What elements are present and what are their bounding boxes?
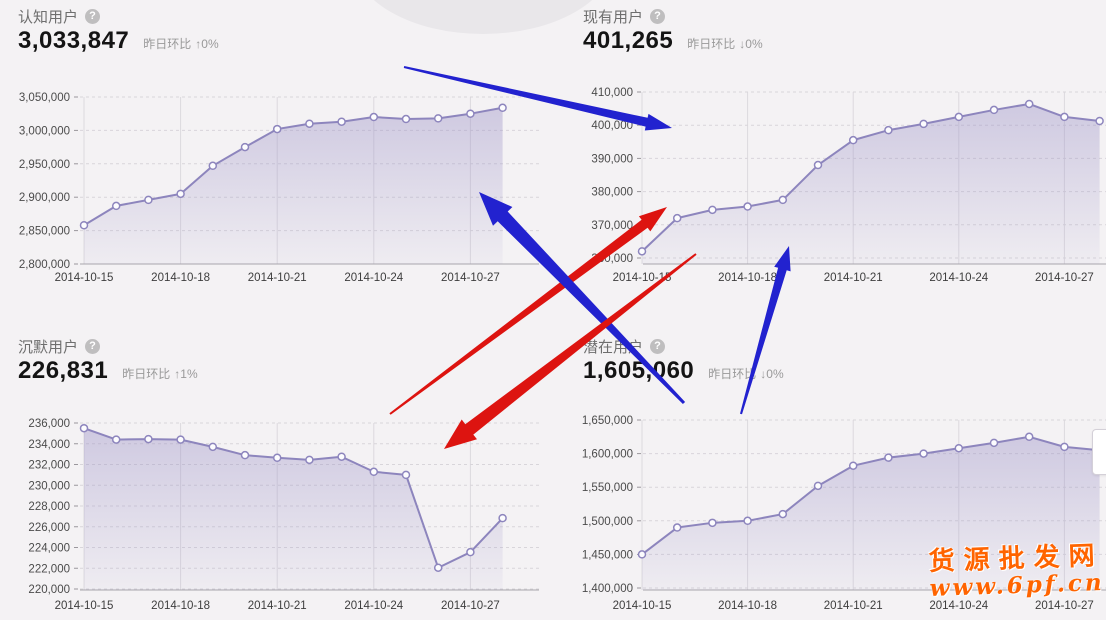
svg-text:400,000: 400,000 xyxy=(591,120,633,132)
compare-delta: ↑0% xyxy=(195,37,219,51)
help-icon[interactable]: ? xyxy=(650,9,666,24)
metric-value: 401,265 xyxy=(583,27,674,54)
svg-text:2014-10-18: 2014-10-18 xyxy=(151,600,210,612)
svg-text:228,000: 228,000 xyxy=(28,501,70,513)
svg-text:380,000: 380,000 xyxy=(591,187,633,199)
chart-existing-users[interactable]: 2014-10-15 2014-10-18 2014-10-21 2014-10-24… xyxy=(553,85,1106,298)
svg-text:224,000: 224,000 xyxy=(28,543,70,555)
svg-text:2014-10-27: 2014-10-27 xyxy=(1035,272,1094,284)
svg-text:230,000: 230,000 xyxy=(28,480,70,492)
svg-text:2,850,000: 2,850,000 xyxy=(19,226,70,238)
svg-text:2014-10-18: 2014-10-18 xyxy=(151,272,210,284)
svg-text:2014-10-27: 2014-10-27 xyxy=(441,272,500,284)
svg-text:1,550,000: 1,550,000 xyxy=(582,482,633,494)
svg-text:370,000: 370,000 xyxy=(591,220,633,232)
chart-potential-users[interactable]: 2014-10-15 2014-10-18 2014-10-21 2014-10-24… xyxy=(553,413,1106,620)
compare-label: 昨日环比 xyxy=(122,367,171,381)
metric-value: 3,033,847 xyxy=(18,27,130,54)
compare-label: 昨日环比 xyxy=(687,37,736,51)
svg-text:3,050,000: 3,050,000 xyxy=(19,92,70,104)
svg-text:2014-10-18: 2014-10-18 xyxy=(718,600,777,612)
svg-text:226,000: 226,000 xyxy=(28,522,70,534)
svg-text:2014-10-21: 2014-10-21 xyxy=(824,272,883,284)
metric-title: 沉默用户 xyxy=(18,339,79,356)
svg-text:222,000: 222,000 xyxy=(28,563,70,575)
compare-label: 昨日环比 xyxy=(708,367,757,381)
metric-title: 潜在用户 xyxy=(583,339,644,356)
chart-aware-users[interactable]: 2014-10-15 2014-10-18 2014-10-21 2014-10-24… xyxy=(0,85,553,298)
svg-text:1,650,000: 1,650,000 xyxy=(582,415,633,427)
svg-text:390,000: 390,000 xyxy=(591,153,633,165)
card-potential-users: 潜在用户 ? 1,605,060 昨日环比 ↓0% 2014-10-15 2014-… xyxy=(553,330,1106,620)
svg-text:1,450,000: 1,450,000 xyxy=(582,549,633,561)
metric-value: 226,831 xyxy=(18,357,109,384)
svg-text:1,500,000: 1,500,000 xyxy=(582,516,633,528)
svg-text:236,000: 236,000 xyxy=(28,418,70,430)
svg-text:2014-10-21: 2014-10-21 xyxy=(248,600,307,612)
svg-text:2014-10-24: 2014-10-24 xyxy=(344,600,403,612)
svg-text:360,000: 360,000 xyxy=(591,253,633,265)
svg-text:2014-10-27: 2014-10-27 xyxy=(441,600,500,612)
svg-text:220,000: 220,000 xyxy=(28,584,70,596)
compare-label: 昨日环比 xyxy=(143,37,192,51)
svg-text:232,000: 232,000 xyxy=(28,460,70,472)
metric-value: 1,605,060 xyxy=(583,357,695,384)
compare-delta: ↓0% xyxy=(760,367,784,381)
help-icon[interactable]: ? xyxy=(85,9,101,24)
card-silent-users: 沉默用户 ? 226,831 昨日环比 ↑1% 2014-10-15 2014-10… xyxy=(0,330,553,620)
metric-title: 现有用户 xyxy=(583,9,644,26)
svg-text:1,600,000: 1,600,000 xyxy=(582,449,633,461)
card-aware-users: 认知用户 ? 3,033,847 昨日环比 ↑0% 2014-10-15 2014-… xyxy=(0,0,553,310)
svg-text:3,000,000: 3,000,000 xyxy=(19,125,70,137)
svg-text:410,000: 410,000 xyxy=(591,87,633,99)
chart-silent-users[interactable]: 2014-10-15 2014-10-18 2014-10-21 2014-10-24… xyxy=(0,413,553,620)
help-icon[interactable]: ? xyxy=(650,339,666,354)
metric-title: 认知用户 xyxy=(18,9,79,26)
svg-text:2014-10-21: 2014-10-21 xyxy=(824,600,883,612)
svg-text:2014-10-21: 2014-10-21 xyxy=(248,272,307,284)
svg-text:2014-10-24: 2014-10-24 xyxy=(929,600,988,612)
help-icon[interactable]: ? xyxy=(85,339,101,354)
svg-text:2014-10-15: 2014-10-15 xyxy=(613,272,672,284)
svg-text:234,000: 234,000 xyxy=(28,439,70,451)
compare-delta: ↑1% xyxy=(174,367,198,381)
svg-text:2014-10-27: 2014-10-27 xyxy=(1035,600,1094,612)
svg-text:2014-10-18: 2014-10-18 xyxy=(718,272,777,284)
svg-text:2014-10-15: 2014-10-15 xyxy=(55,600,114,612)
svg-text:2,950,000: 2,950,000 xyxy=(19,159,70,171)
compare-delta: ↓0% xyxy=(739,37,763,51)
svg-text:2014-10-15: 2014-10-15 xyxy=(55,272,114,284)
tooltip-stub xyxy=(1092,429,1106,475)
svg-text:2014-10-15: 2014-10-15 xyxy=(613,600,672,612)
svg-text:2014-10-24: 2014-10-24 xyxy=(929,272,988,284)
svg-text:2,800,000: 2,800,000 xyxy=(19,259,70,271)
card-existing-users: 现有用户 ? 401,265 昨日环比 ↓0% 2014-10-15 2014-10… xyxy=(553,0,1106,310)
svg-text:2014-10-24: 2014-10-24 xyxy=(344,272,403,284)
svg-text:1,400,000: 1,400,000 xyxy=(582,583,633,595)
svg-text:2,900,000: 2,900,000 xyxy=(19,192,70,204)
